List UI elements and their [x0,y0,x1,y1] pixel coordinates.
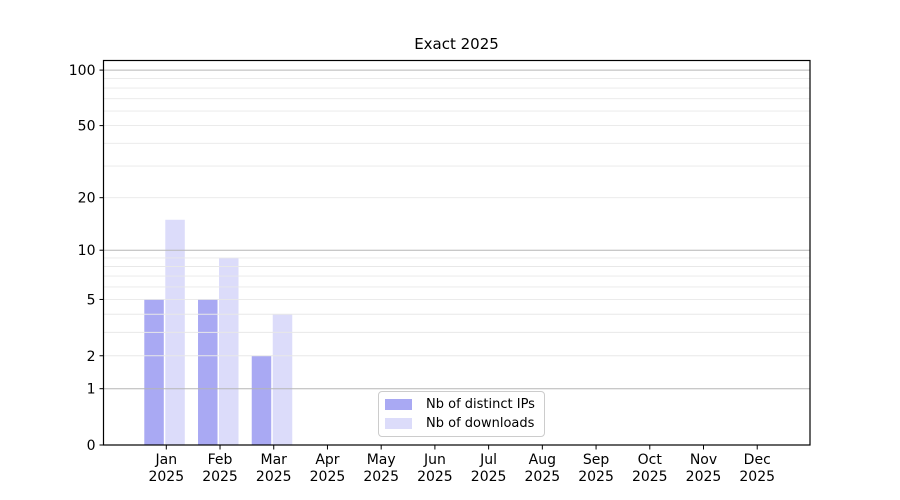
x-tick-label-month: Nov [690,452,717,468]
legend-item-downloads: Nb of downloads [385,416,544,431]
x-tick-label-month: Jun [423,452,446,468]
y-tick-label: 1 [87,382,96,398]
bar-distinct-ips [251,355,272,445]
legend-label-distinct-ips: Nb of distinct IPs [426,397,535,412]
legend-item-distinct-ips: Nb of distinct IPs [385,397,544,412]
x-tick-label-year: 2025 [632,469,668,485]
x-tick-label-year: 2025 [578,469,614,485]
x-tick-label-year: 2025 [417,469,453,485]
y-tick-label: 5 [87,292,96,308]
y-tick-label: 10 [78,243,96,259]
bar-distinct-ips [144,299,164,445]
chart-title: Exact 2025 [414,35,499,53]
x-tick-label-month: Feb [208,452,233,468]
bar-downloads [272,314,293,445]
x-tick-label-month: Dec [744,452,771,468]
x-tick-label-month: Oct [638,452,663,468]
x-tick-label-month: May [367,452,396,468]
x-tick-label-year: 2025 [202,469,238,485]
x-tick-label-month: Jan [155,452,178,468]
x-tick-label-year: 2025 [686,469,722,485]
y-tick-label: 50 [78,119,96,135]
y-tick-label: 100 [69,63,96,79]
x-tick-label-year: 2025 [471,469,507,485]
x-tick-label-month: Aug [529,452,556,468]
x-tick-label-year: 2025 [525,469,561,485]
bar-distinct-ips [198,299,218,445]
legend-swatch-downloads [385,418,412,429]
x-tick-label-year: 2025 [310,469,346,485]
bar-downloads [219,257,239,445]
y-tick-label: 2 [87,349,96,365]
legend-swatch-distinct-ips [385,399,412,410]
x-tick-label-year: 2025 [363,469,399,485]
x-tick-label-year: 2025 [256,469,292,485]
x-tick-label-month: Jul [479,452,497,468]
legend-label-downloads: Nb of downloads [426,416,535,431]
x-tick-label-year: 2025 [739,469,775,485]
x-tick-label-month: Apr [315,452,339,468]
y-tick-label: 0 [87,438,96,454]
legend: Nb of distinct IPs Nb of downloads [378,391,545,437]
x-tick-label-month: Mar [261,452,288,468]
x-tick-label-year: 2025 [148,469,184,485]
x-tick-label-month: Sep [583,452,610,468]
axes-frame [102,59,811,446]
y-tick-label: 20 [78,191,96,207]
